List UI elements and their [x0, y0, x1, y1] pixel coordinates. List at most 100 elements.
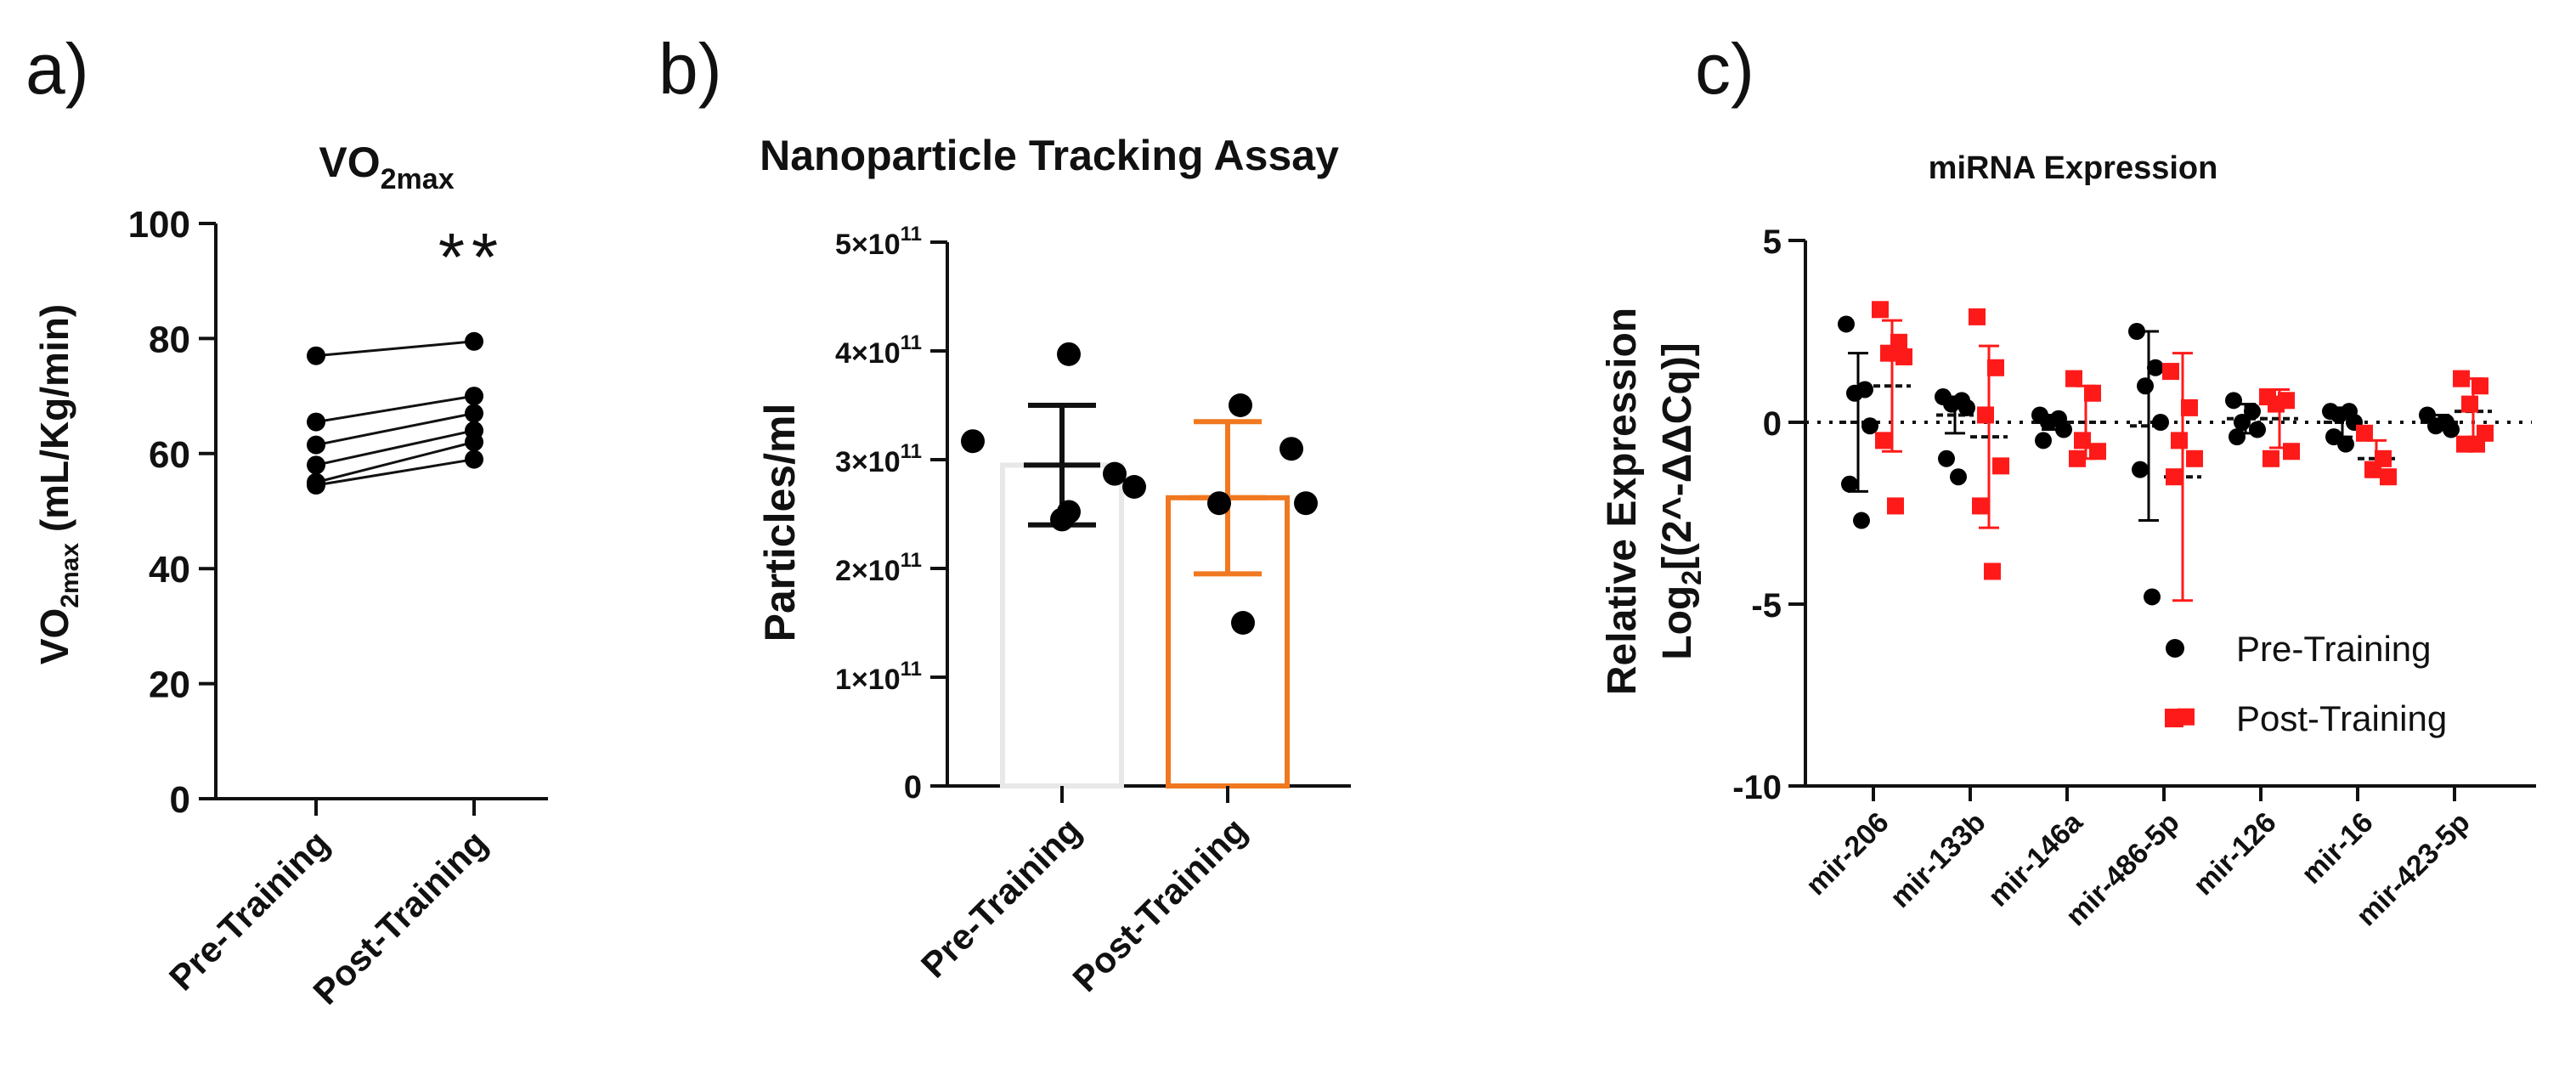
- panel-b-point: [1207, 491, 1231, 516]
- panel-c-point-post: [2262, 449, 2279, 467]
- panel-c-point-pre: [1861, 417, 1878, 435]
- panel-c-point-post: [1872, 301, 1889, 319]
- panel-a-ylabel-units: (mL/Kg/min): [32, 304, 76, 543]
- panel-c-point-pre: [1943, 395, 1960, 413]
- panel-c-points: [1838, 301, 2494, 726]
- panel-c-point-post: [2356, 424, 2373, 442]
- panel-a-subject-line: [315, 440, 475, 484]
- panel-c-ylabel-sub: 2: [1676, 570, 1707, 585]
- panel-c-point-pre: [2035, 432, 2052, 449]
- panel-c-point-pre: [2147, 359, 2164, 376]
- panel-a-ylabel: VO2max (mL/Kg/min): [32, 304, 84, 664]
- panel-b-ytick-base: 2×10: [835, 555, 901, 587]
- panel-b-ytick-base: 1×10: [835, 664, 901, 696]
- legend-pre-training-marker: [2166, 639, 2184, 658]
- panel-c-point-pre: [2144, 588, 2161, 606]
- panel-c-point-post: [2186, 449, 2203, 467]
- panel-c-title: miRNA Expression: [1929, 150, 2218, 186]
- panel-c-point-post: [2065, 370, 2082, 387]
- panel-b-point: [1229, 393, 1252, 417]
- panel-a-ytick-label: 60: [149, 434, 190, 476]
- panel-b-ytick-label: 0: [904, 770, 922, 806]
- panel-a-ylabel-main: VO: [32, 608, 76, 664]
- panel-a-subject-line: [315, 458, 475, 487]
- panel-a-series: [307, 331, 483, 495]
- panel-c-point-pre: [1841, 475, 1858, 493]
- panel-a-ytick-label: 80: [149, 319, 190, 360]
- panel-a-point: [465, 449, 483, 469]
- panel-b-bars: [961, 342, 1318, 789]
- panel-b-ytick-exponent: 11: [901, 440, 922, 463]
- panel-c-point-post: [2283, 443, 2300, 461]
- panel-a-significance: **: [438, 219, 505, 295]
- panel-c-point-pre: [2249, 421, 2266, 438]
- panel-c-point-post: [2166, 468, 2183, 486]
- panel-c-xtick-label: mir-133b: [1884, 806, 1992, 914]
- panel-c-point-post: [1880, 344, 1897, 362]
- panel-a-title: VO2max: [319, 138, 454, 195]
- panel-c-point-pre: [1846, 384, 1863, 402]
- panel-c-point-post: [2069, 449, 2086, 467]
- panel-a-ytick-label: 100: [128, 204, 190, 246]
- panel-c-point-post: [2084, 384, 2101, 402]
- panel-c-point-pre: [2234, 414, 2251, 431]
- panel-b-point: [1057, 342, 1081, 366]
- panel-c-xtick-label: mir-206: [1799, 806, 1895, 902]
- panel-c-point-post: [1895, 348, 1912, 365]
- panel-c-point-post: [1969, 308, 1986, 325]
- panel-b-ytick-label: 5×1011: [835, 223, 922, 261]
- panel-c-point-post: [2162, 363, 2179, 381]
- panel-b-point: [1050, 507, 1074, 532]
- panel-a-point: [307, 346, 325, 365]
- panel-c-ytick-label: -10: [1732, 769, 1782, 806]
- panel-b-ylabel: Particles/ml: [756, 404, 804, 642]
- panel-b-point: [1280, 437, 1303, 461]
- panel-b-ytick-base: 3×10: [835, 446, 901, 478]
- panel-c-ytick-label: 5: [1763, 223, 1782, 261]
- panel-c-point-pre: [1938, 449, 1955, 467]
- panel-c-point-post: [2471, 377, 2488, 395]
- panel-c-point-post: [2468, 435, 2485, 453]
- panel-c-point-pre: [2225, 392, 2242, 410]
- panel-c-point-post: [1992, 457, 2009, 475]
- panel-a-point: [465, 404, 483, 423]
- panel-a-ytick-label: 40: [149, 549, 190, 591]
- panel-c-point-pre: [1853, 512, 1870, 529]
- panel-a-point: [307, 412, 325, 432]
- panel-a-point: [307, 476, 325, 495]
- panel-c-point-post: [2461, 395, 2478, 413]
- panel-b-ytick-label: 1×1011: [835, 658, 922, 696]
- panel-c-point-post: [2380, 468, 2397, 486]
- panel-b-point: [961, 429, 985, 454]
- panel-b-point: [1103, 461, 1127, 486]
- panel-b-ytick-exponent: 11: [901, 549, 922, 572]
- panel-a-vo2max-chart: a) VO2max VO2max (mL/Kg/min) 02040608010…: [25, 29, 548, 1012]
- panel-b-point: [1294, 491, 1318, 516]
- legend-post-training-marker: [2165, 709, 2183, 727]
- panel-c-label: c): [1695, 29, 1754, 109]
- panel-c-ylabel-formula: [(2^-ΔΔCq)]: [1655, 342, 1700, 570]
- panel-c-point-pre: [2330, 406, 2347, 424]
- panel-b-ytick-label: 3×1011: [835, 440, 922, 478]
- panel-b-ytick-base: 5×10: [835, 229, 901, 261]
- panel-a-subject-line: [315, 429, 475, 466]
- panel-a-point: [465, 432, 483, 452]
- panel-b-ytick-label: 2×1011: [835, 549, 922, 587]
- panel-b-label: b): [658, 29, 722, 109]
- panel-b-point: [1122, 475, 1146, 499]
- panel-c-point-post: [2171, 432, 2188, 449]
- panel-c-point-pre: [1838, 315, 1855, 333]
- panel-b-xtick-label: Post-Training: [1065, 810, 1254, 999]
- panel-c-mirna-chart: c) miRNA Expression Relative Expression …: [1600, 29, 2536, 932]
- panel-b-ytick-base: 4×10: [835, 337, 901, 370]
- panel-a-subject-line: [315, 411, 475, 447]
- panel-b-ytick-exponent: 11: [901, 658, 922, 681]
- panel-c-ylabel-line2: Log2[(2^-ΔΔCq)]: [1655, 342, 1707, 659]
- panel-a-y-ticks: 0 20 40 60 80 100: [128, 204, 216, 821]
- panel-c-point-pre: [1958, 399, 1975, 416]
- panel-a-title-main: VO: [319, 138, 380, 186]
- panel-a-point: [307, 435, 325, 455]
